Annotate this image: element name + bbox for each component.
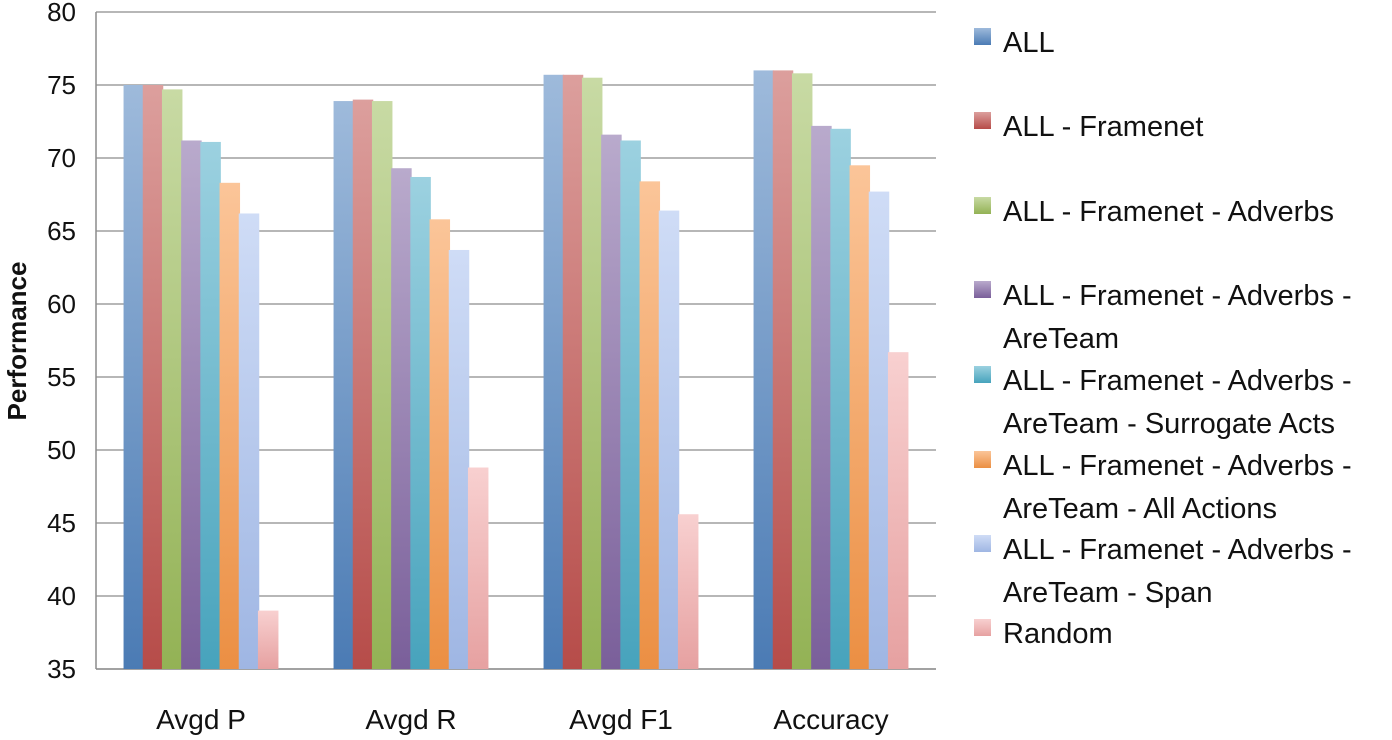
bar [181,140,202,670]
bar [257,610,279,669]
y-tick-label: 55 [47,362,76,392]
bar [352,99,374,670]
legend-label: ALL - Framenet - Adverbs - [1003,450,1352,482]
bar [562,74,584,669]
bar [123,85,145,669]
x-category-label: Avgd F1 [569,704,673,735]
y-tick-label: 60 [47,289,76,319]
x-category-label: Avgd R [365,704,456,735]
y-tick-label: 70 [47,143,76,173]
legend-label: ALL [1003,27,1055,59]
x-category-labels: Avgd P Avgd R Avgd F1 Accuracy [156,704,888,735]
bar [371,101,393,669]
bar [887,352,909,669]
bar [658,210,680,669]
bar [238,213,260,670]
legend-label: AreTeam [1003,323,1119,355]
x-category-label: Accuracy [773,704,888,735]
legend-swatch [974,197,991,214]
legend-label: Random [1003,618,1113,650]
bar [429,219,451,669]
bar [142,85,164,669]
bars [123,70,909,670]
y-tick-label: 45 [47,508,76,538]
legend-label: ALL - Framenet - Adverbs [1003,196,1334,228]
bar [791,73,813,669]
y-tick-label: 65 [47,216,76,246]
bar [772,70,794,669]
bar [333,101,355,669]
y-tick-label: 35 [47,654,76,684]
bar [581,77,603,669]
legend-swatch [974,112,991,129]
legend-label: ALL - Framenet - Adverbs - [1003,365,1352,397]
bar [161,89,183,669]
y-tick-label: 80 [47,0,76,27]
y-tick-label: 75 [47,70,76,100]
x-category-label: Avgd P [156,704,246,735]
bar [543,74,565,669]
bar [448,249,470,670]
legend: ALL ALL - Framenet ALL - Framenet - Adverb… [974,27,1352,650]
legend-label: ALL - Framenet [1003,111,1203,143]
bar [811,125,832,669]
legend-swatch [974,619,991,636]
legend-swatch [974,281,991,298]
legend-swatch [974,28,991,45]
y-axis-label: Performance [2,262,32,421]
y-tick-labels: 35 40 45 50 55 60 65 70 75 80 [47,0,76,684]
legend-label: ALL - Framenet - Adverbs - [1003,534,1352,566]
legend-label: AreTeam - Span [1003,577,1213,609]
bar [467,467,489,669]
bar [620,140,641,670]
legend-swatch [974,366,991,383]
y-tick-label: 50 [47,435,76,465]
legend-swatch [974,451,991,468]
legend-label: AreTeam - Surrogate Acts [1003,408,1335,440]
bar [849,165,871,670]
y-tick-label: 40 [47,581,76,611]
bar [601,134,622,669]
legend-label: ALL - Framenet - Adverbs - [1003,280,1352,312]
bar [677,514,699,669]
bar [868,191,890,669]
bar [410,176,431,670]
bar [200,141,221,669]
bar [391,168,412,669]
bar [219,182,241,669]
bar [830,128,851,670]
bar [639,181,661,670]
bar [753,70,775,669]
legend-label: AreTeam - All Actions [1003,493,1277,525]
legend-swatch [974,535,991,552]
